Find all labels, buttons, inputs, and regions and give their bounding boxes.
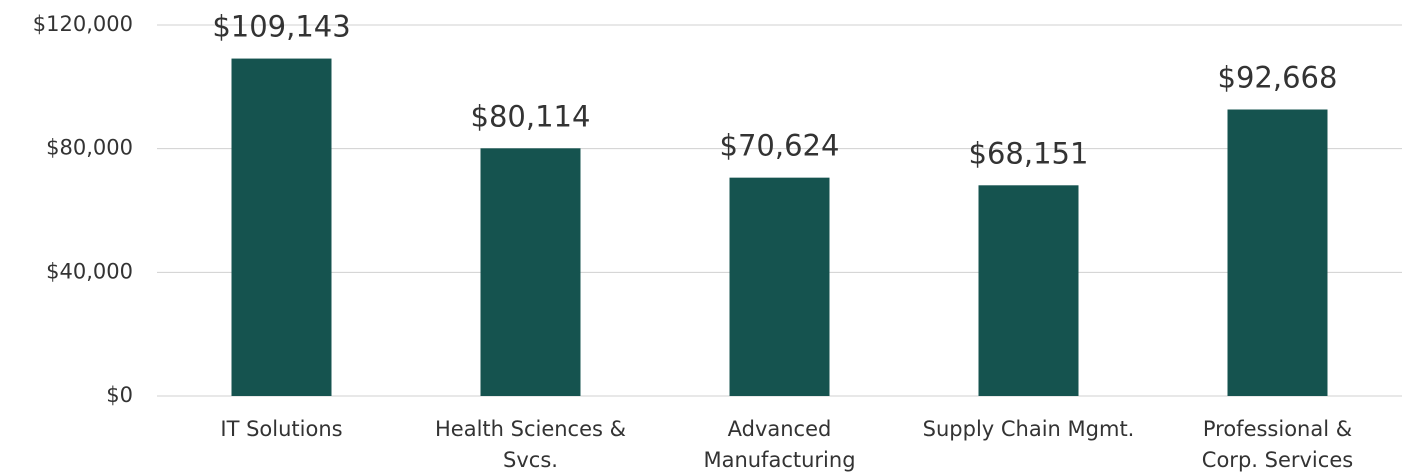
y-tick-label: $80,000 bbox=[46, 136, 133, 160]
x-tick-label: Professional & Corp. Services bbox=[1201, 417, 1354, 472]
bar bbox=[978, 185, 1079, 396]
value-label: $109,143 bbox=[212, 10, 350, 44]
bar bbox=[480, 148, 581, 396]
bar bbox=[729, 177, 830, 396]
x-tick-label: Health Sciences & Svcs. bbox=[434, 417, 627, 472]
bar bbox=[1227, 109, 1328, 396]
y-tick-label: $40,000 bbox=[46, 259, 133, 283]
x-tick-label: Supply Chain Mgmt. bbox=[922, 417, 1135, 441]
x-tick-label: IT Solutions bbox=[220, 417, 343, 441]
x-tick-label: Advanced Manufacturing bbox=[703, 417, 856, 472]
y-tick-label: $120,000 bbox=[33, 12, 133, 36]
value-label: $68,151 bbox=[969, 136, 1089, 170]
bar bbox=[231, 58, 332, 396]
value-label: $80,114 bbox=[471, 99, 591, 133]
y-tick-label: $0 bbox=[106, 383, 133, 407]
value-label: $70,624 bbox=[720, 129, 840, 163]
value-label: $92,668 bbox=[1218, 61, 1338, 95]
